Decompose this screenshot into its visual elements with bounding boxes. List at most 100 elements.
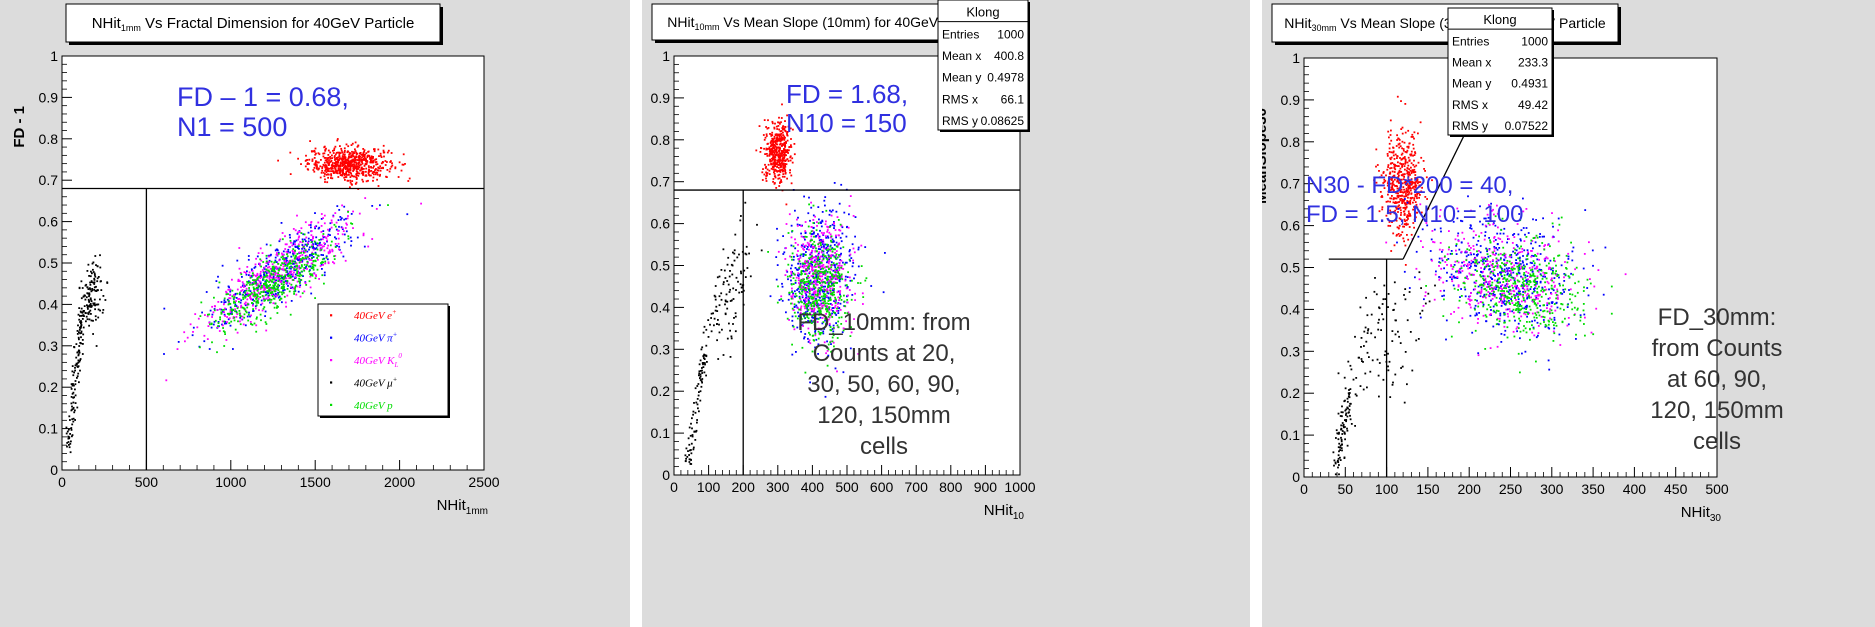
data-point xyxy=(818,272,821,275)
data-point xyxy=(211,305,213,308)
data-point xyxy=(236,331,239,334)
data-point xyxy=(344,166,346,168)
data-point xyxy=(845,287,848,290)
data-point xyxy=(1409,182,1412,185)
data-point xyxy=(289,251,291,254)
data-point xyxy=(93,288,96,291)
data-point xyxy=(84,294,86,297)
data-point xyxy=(706,361,708,363)
data-point xyxy=(248,281,251,284)
data-point xyxy=(72,401,75,404)
data-point xyxy=(264,275,267,278)
data-point xyxy=(781,175,784,178)
legend-marker xyxy=(330,314,333,317)
data-point xyxy=(320,263,323,266)
data-point xyxy=(790,224,793,227)
data-point xyxy=(281,232,284,234)
data-point xyxy=(845,235,848,238)
data-point xyxy=(691,427,693,430)
data-point xyxy=(1386,184,1389,187)
data-point xyxy=(1405,224,1408,226)
data-point xyxy=(223,345,226,347)
data-point xyxy=(255,301,258,304)
data-point xyxy=(371,205,374,207)
data-point xyxy=(296,253,299,255)
data-point xyxy=(348,171,350,174)
data-point xyxy=(310,245,313,248)
data-point xyxy=(283,262,286,265)
data-point xyxy=(776,165,778,168)
data-point xyxy=(833,300,835,302)
data-point xyxy=(835,314,838,316)
data-point xyxy=(78,351,81,354)
data-point xyxy=(790,264,793,267)
data-point xyxy=(226,321,228,323)
data-point xyxy=(798,297,801,299)
data-point xyxy=(833,221,835,223)
data-point xyxy=(805,305,808,307)
data-point xyxy=(785,269,788,272)
data-point xyxy=(336,171,338,173)
data-point xyxy=(790,283,793,286)
data-point xyxy=(1386,153,1389,155)
data-point xyxy=(289,261,291,264)
data-point xyxy=(1419,181,1422,183)
data-point xyxy=(313,163,316,166)
data-point xyxy=(260,286,263,289)
data-point xyxy=(296,285,299,288)
data-point xyxy=(305,284,308,286)
data-point xyxy=(253,267,256,269)
data-point xyxy=(276,252,278,254)
data-point xyxy=(773,175,776,178)
data-point xyxy=(335,237,338,240)
data-point xyxy=(839,247,842,250)
data-point xyxy=(1399,206,1402,209)
data-point xyxy=(72,391,75,394)
data-point xyxy=(192,331,194,333)
data-point xyxy=(788,293,791,296)
data-point xyxy=(834,266,837,269)
stats-value: 400.8 xyxy=(994,49,1024,63)
data-point xyxy=(217,325,219,327)
data-point xyxy=(780,135,783,138)
data-point xyxy=(283,277,286,279)
data-point xyxy=(404,163,406,165)
data-point xyxy=(817,293,819,295)
data-point xyxy=(808,257,810,260)
data-point xyxy=(865,277,868,280)
data-point xyxy=(782,165,785,167)
data-point xyxy=(286,252,289,254)
data-point xyxy=(1398,204,1400,207)
data-point xyxy=(769,295,772,298)
y-tick-label: 1 xyxy=(662,48,670,64)
data-point xyxy=(795,276,798,279)
data-point xyxy=(833,275,836,277)
data-point xyxy=(789,171,791,174)
data-point xyxy=(1387,218,1389,221)
data-point xyxy=(296,258,298,260)
data-point xyxy=(784,126,786,128)
data-point xyxy=(810,201,812,204)
data-point xyxy=(1399,184,1402,187)
data-point xyxy=(824,318,827,320)
data-point xyxy=(827,296,829,299)
data-point xyxy=(402,163,405,166)
data-point xyxy=(375,168,377,170)
data-point xyxy=(269,298,271,301)
data-point xyxy=(317,258,319,261)
data-point xyxy=(834,256,837,259)
data-point xyxy=(279,267,281,270)
data-point xyxy=(209,323,211,326)
data-point xyxy=(823,272,826,275)
data-point xyxy=(860,244,863,247)
data-point xyxy=(330,219,333,222)
data-point xyxy=(807,297,809,300)
data-point xyxy=(797,243,799,246)
data-point xyxy=(793,328,796,331)
data-point xyxy=(88,318,91,321)
data-point xyxy=(78,318,81,321)
data-point xyxy=(1383,187,1386,189)
data-point xyxy=(89,288,92,291)
data-point xyxy=(80,297,83,300)
data-point xyxy=(97,316,100,319)
